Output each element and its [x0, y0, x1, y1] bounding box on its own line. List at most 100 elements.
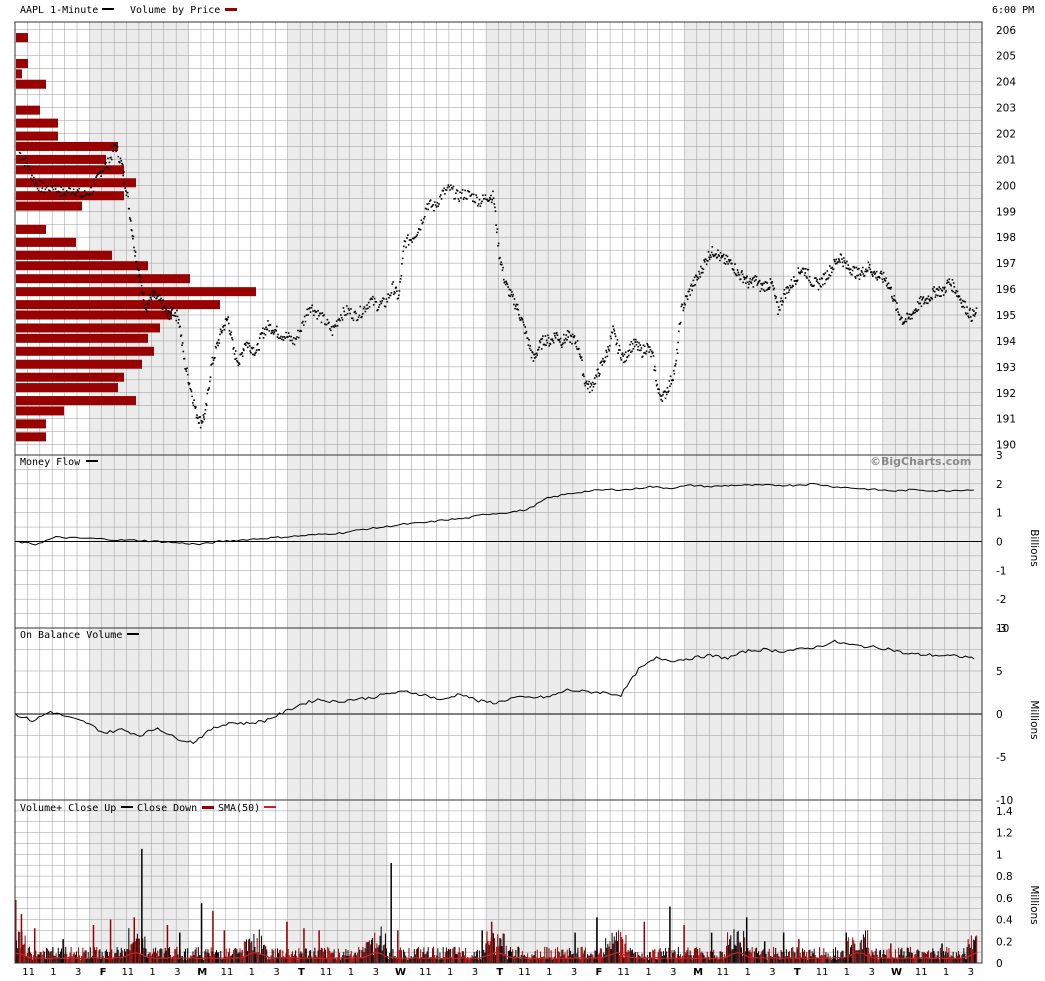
price-point: [869, 268, 872, 271]
price-point: [699, 276, 702, 278]
volume-bar: [146, 956, 148, 963]
volume-bar: [98, 950, 100, 963]
y-tick-label: 196: [996, 284, 1016, 296]
price-point: [660, 398, 662, 401]
price-point: [786, 285, 789, 288]
price-point: [227, 322, 230, 325]
volume-bar: [963, 948, 965, 963]
volume-bar: [768, 948, 770, 963]
price-point: [368, 306, 371, 308]
price-point: [544, 343, 546, 346]
price-point: [435, 206, 438, 208]
volume-bar: [155, 947, 157, 963]
volume-bar: [368, 940, 370, 963]
volume-bar: [649, 952, 651, 963]
price-point: [188, 383, 190, 386]
volume-bar: [314, 947, 316, 963]
volume-bar: [433, 946, 435, 963]
price-point: [261, 332, 264, 334]
volume-bar: [410, 955, 412, 963]
volume-bar: [674, 951, 676, 963]
price-point: [446, 186, 449, 189]
volume-bar: [506, 959, 508, 963]
price-point: [940, 295, 942, 297]
price-point: [604, 356, 607, 359]
volume-bar: [778, 956, 780, 963]
price-point: [789, 286, 792, 289]
price-point: [476, 196, 478, 199]
volume-bar: [681, 958, 683, 963]
y-tick-label: 204: [996, 77, 1016, 89]
volume-bar: [473, 952, 475, 963]
price-point: [55, 191, 58, 193]
price-point: [906, 313, 909, 315]
price-point: [190, 390, 193, 393]
price-point: [313, 309, 316, 312]
volume-header: Volume+ Close Up Close Down SMA(50): [20, 803, 276, 814]
price-point: [823, 282, 826, 285]
volume-bar: [150, 955, 152, 963]
price-point: [548, 345, 551, 347]
price-point: [415, 235, 418, 238]
price-point: [617, 352, 619, 354]
volume-bar: [85, 950, 87, 963]
x-tick-label: 3: [670, 967, 676, 978]
vbp-bar: [16, 69, 22, 79]
price-point: [499, 263, 502, 266]
volume-bar: [909, 946, 911, 963]
price-point: [407, 244, 410, 246]
volume-bar: [733, 929, 735, 963]
x-tick-label: 1: [546, 967, 552, 978]
volume-bar: [362, 947, 364, 963]
price-point: [875, 270, 878, 273]
price-point: [590, 382, 592, 385]
money-flow-label: Money Flow: [20, 457, 81, 468]
price-point: [361, 315, 363, 318]
price-point: [421, 222, 423, 225]
price-point: [123, 182, 126, 184]
price-point: [514, 307, 516, 310]
price-point: [648, 346, 651, 348]
volume-bar: [769, 956, 771, 963]
vbp-bar: [16, 432, 46, 442]
price-point: [256, 343, 259, 346]
price-point: [934, 296, 937, 298]
volume-bar: [104, 951, 106, 963]
price-point: [629, 351, 632, 353]
volume-bar: [164, 947, 166, 963]
price-point: [680, 305, 683, 308]
volume-bar: [705, 958, 707, 963]
price-point: [233, 347, 235, 349]
close-down-label: Close Down: [137, 803, 197, 814]
volume-bar: [446, 950, 448, 963]
price-point: [462, 198, 465, 201]
volume-bar: [452, 948, 454, 963]
price-point: [351, 317, 353, 320]
price-point: [467, 190, 470, 193]
volume-bar: [89, 947, 91, 963]
volume-bar: [824, 954, 826, 963]
price-point: [131, 229, 133, 232]
price-point: [204, 409, 207, 411]
volume-bar: [568, 948, 570, 963]
volume-bar: [503, 933, 505, 963]
price-point: [77, 190, 80, 193]
price-point: [923, 302, 925, 305]
series-layer: [14, 143, 982, 963]
price-point: [872, 275, 874, 277]
price-point: [882, 271, 885, 274]
volume-bar: [386, 948, 388, 963]
volume-bar: [822, 955, 824, 963]
price-point: [967, 315, 970, 317]
price-point: [497, 244, 499, 247]
price-point: [139, 276, 142, 279]
price-point: [559, 337, 562, 340]
price-point: [342, 307, 345, 309]
price-point: [404, 240, 407, 243]
volume-bar: [144, 936, 146, 963]
price-point: [693, 276, 696, 279]
price-point: [718, 255, 721, 257]
volume-bar: [499, 938, 501, 963]
volume-bar: [17, 948, 19, 963]
volume-bar: [109, 952, 111, 963]
